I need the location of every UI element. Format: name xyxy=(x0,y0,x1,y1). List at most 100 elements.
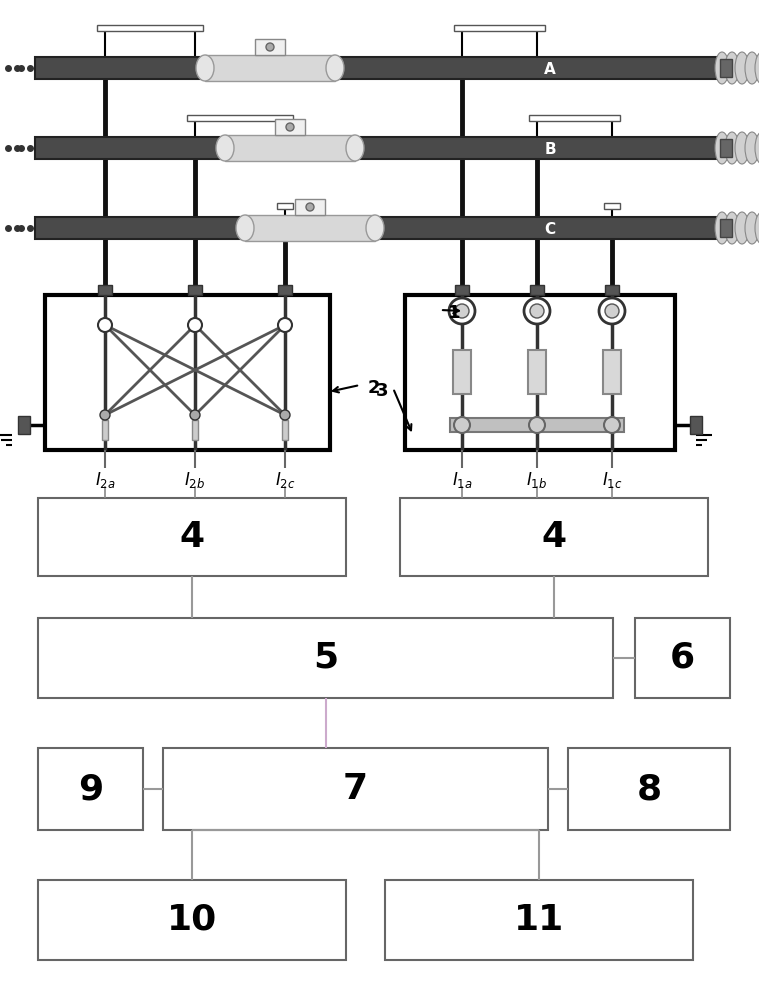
Circle shape xyxy=(100,410,110,420)
FancyBboxPatch shape xyxy=(455,285,469,295)
Text: 6: 6 xyxy=(670,641,695,675)
Circle shape xyxy=(98,318,112,332)
FancyBboxPatch shape xyxy=(35,137,720,159)
FancyBboxPatch shape xyxy=(605,285,619,295)
Ellipse shape xyxy=(735,212,749,244)
FancyBboxPatch shape xyxy=(529,115,620,121)
FancyBboxPatch shape xyxy=(568,748,730,830)
Ellipse shape xyxy=(725,132,739,164)
FancyBboxPatch shape xyxy=(405,295,675,450)
Ellipse shape xyxy=(745,212,759,244)
Ellipse shape xyxy=(715,132,729,164)
Text: 1: 1 xyxy=(448,304,461,322)
FancyBboxPatch shape xyxy=(255,39,285,55)
Circle shape xyxy=(604,417,620,433)
Circle shape xyxy=(280,410,290,420)
Ellipse shape xyxy=(196,55,214,81)
Text: 4: 4 xyxy=(541,520,566,554)
Text: A: A xyxy=(544,62,556,77)
Text: $I_{1b}$: $I_{1b}$ xyxy=(527,470,547,490)
Circle shape xyxy=(449,298,475,324)
FancyBboxPatch shape xyxy=(453,350,471,394)
FancyBboxPatch shape xyxy=(45,295,330,450)
FancyBboxPatch shape xyxy=(603,350,621,394)
Ellipse shape xyxy=(735,52,749,84)
FancyBboxPatch shape xyxy=(188,285,202,295)
FancyBboxPatch shape xyxy=(205,55,335,81)
Circle shape xyxy=(306,203,314,211)
Ellipse shape xyxy=(236,215,254,241)
Circle shape xyxy=(286,123,294,131)
Text: C: C xyxy=(544,222,556,236)
Circle shape xyxy=(605,304,619,318)
Text: 11: 11 xyxy=(514,903,564,937)
Ellipse shape xyxy=(725,212,739,244)
FancyBboxPatch shape xyxy=(635,618,730,698)
FancyBboxPatch shape xyxy=(690,416,702,434)
FancyBboxPatch shape xyxy=(245,215,375,241)
FancyBboxPatch shape xyxy=(98,285,112,295)
FancyBboxPatch shape xyxy=(38,618,613,698)
Circle shape xyxy=(266,43,274,51)
Text: 4: 4 xyxy=(179,520,205,554)
Ellipse shape xyxy=(725,52,739,84)
Ellipse shape xyxy=(735,132,749,164)
Circle shape xyxy=(454,417,470,433)
FancyBboxPatch shape xyxy=(720,139,732,157)
Circle shape xyxy=(278,318,292,332)
FancyBboxPatch shape xyxy=(275,119,305,135)
Ellipse shape xyxy=(216,135,234,161)
Text: $I_{1a}$: $I_{1a}$ xyxy=(452,470,472,490)
FancyBboxPatch shape xyxy=(400,498,708,576)
Text: 3: 3 xyxy=(376,382,388,400)
FancyBboxPatch shape xyxy=(38,880,346,960)
FancyBboxPatch shape xyxy=(282,420,288,440)
Text: 7: 7 xyxy=(343,772,368,806)
Circle shape xyxy=(188,318,202,332)
Text: 8: 8 xyxy=(637,772,662,806)
FancyBboxPatch shape xyxy=(35,57,720,79)
Text: B: B xyxy=(544,141,556,156)
FancyBboxPatch shape xyxy=(38,748,143,830)
Text: 10: 10 xyxy=(167,903,217,937)
FancyBboxPatch shape xyxy=(528,350,546,394)
FancyBboxPatch shape xyxy=(97,25,203,31)
FancyBboxPatch shape xyxy=(192,420,198,440)
FancyBboxPatch shape xyxy=(277,203,293,209)
Circle shape xyxy=(190,410,200,420)
FancyBboxPatch shape xyxy=(454,25,545,31)
FancyBboxPatch shape xyxy=(278,285,292,295)
FancyBboxPatch shape xyxy=(530,285,544,295)
FancyBboxPatch shape xyxy=(385,880,693,960)
FancyBboxPatch shape xyxy=(163,748,548,830)
Text: 9: 9 xyxy=(78,772,103,806)
Text: 2: 2 xyxy=(368,379,380,397)
Ellipse shape xyxy=(755,212,759,244)
FancyBboxPatch shape xyxy=(720,59,732,77)
Ellipse shape xyxy=(366,215,384,241)
FancyBboxPatch shape xyxy=(38,498,346,576)
Ellipse shape xyxy=(346,135,364,161)
Text: $I_{2a}$: $I_{2a}$ xyxy=(95,470,115,490)
Ellipse shape xyxy=(715,212,729,244)
Ellipse shape xyxy=(745,52,759,84)
Ellipse shape xyxy=(715,52,729,84)
FancyBboxPatch shape xyxy=(35,217,720,239)
FancyBboxPatch shape xyxy=(295,199,325,215)
Circle shape xyxy=(455,304,469,318)
FancyBboxPatch shape xyxy=(102,420,108,440)
FancyBboxPatch shape xyxy=(604,203,620,209)
Circle shape xyxy=(529,417,545,433)
FancyBboxPatch shape xyxy=(450,418,624,432)
Text: $I_{2c}$: $I_{2c}$ xyxy=(275,470,295,490)
Ellipse shape xyxy=(755,132,759,164)
Circle shape xyxy=(524,298,550,324)
Ellipse shape xyxy=(745,132,759,164)
FancyBboxPatch shape xyxy=(225,135,355,161)
FancyBboxPatch shape xyxy=(187,115,293,121)
FancyBboxPatch shape xyxy=(720,219,732,237)
Circle shape xyxy=(599,298,625,324)
FancyBboxPatch shape xyxy=(18,416,30,434)
Text: $I_{1c}$: $I_{1c}$ xyxy=(602,470,622,490)
Ellipse shape xyxy=(755,52,759,84)
